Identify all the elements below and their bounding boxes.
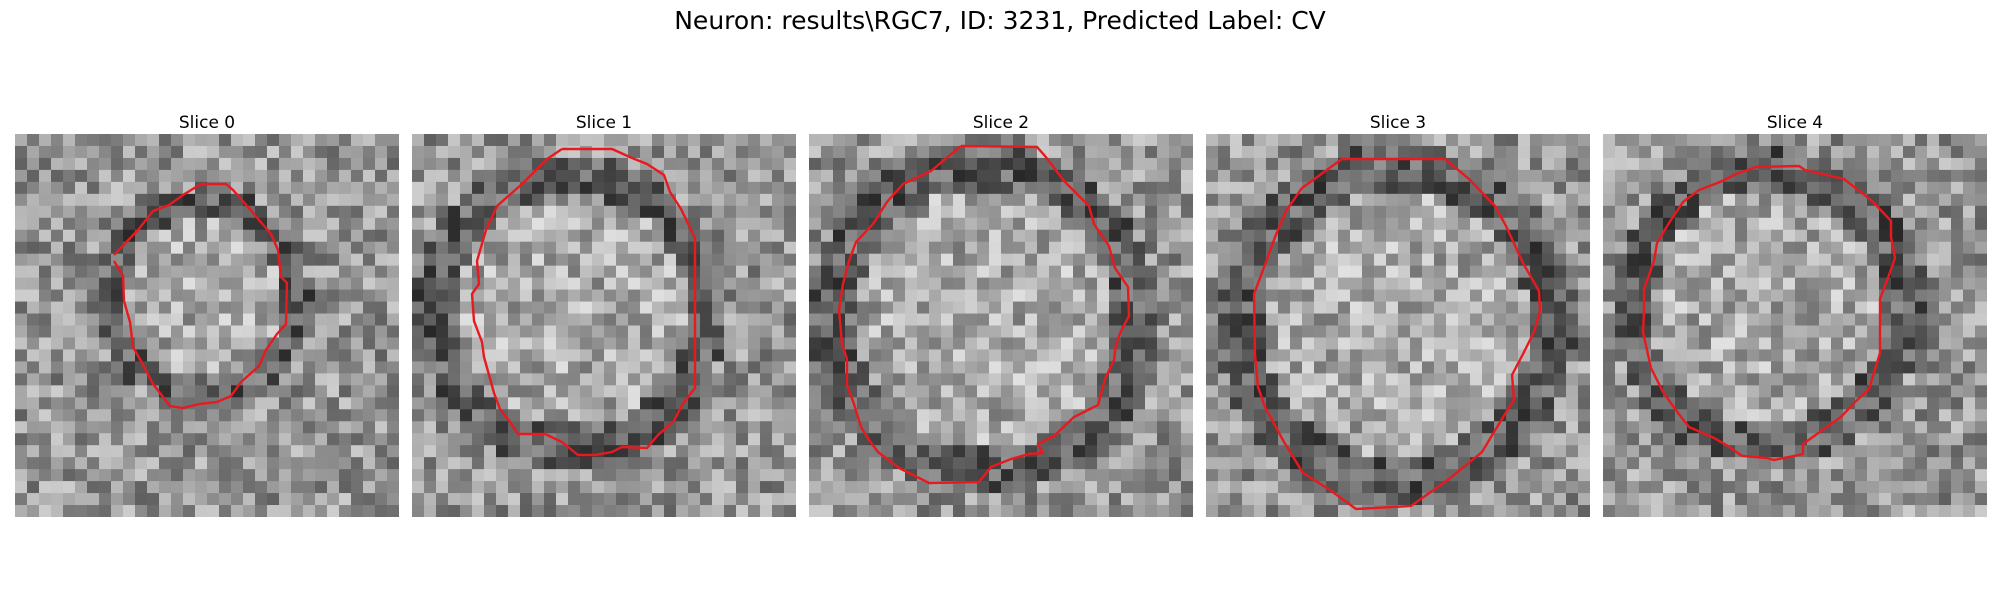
panel-title: Slice 1 [575,113,633,133]
panel-slice-2: Slice 2 [809,110,1193,517]
panel-slice-0: Slice 0 [15,110,399,517]
cell-contour [112,182,289,410]
slice-image [412,134,796,517]
cell-contour [1252,157,1542,511]
panel-slice-3: Slice 3 [1206,110,1590,517]
cell-contour [1641,164,1897,462]
slice-image [15,134,399,517]
cell-contour [837,144,1131,485]
panel-title: Slice 4 [1766,113,1824,133]
slice-image [1603,134,1987,517]
slice-image [809,134,1193,517]
panel-title: Slice 0 [178,113,236,133]
figure-title: Neuron: results\RGC7, ID: 3231, Predicte… [674,6,1326,35]
cell-contour [470,147,697,457]
panel-slice-4: Slice 4 [1603,110,1987,517]
panel-title: Slice 3 [1369,113,1427,133]
slice-image [1206,134,1590,517]
panel-title: Slice 2 [972,113,1030,133]
panel-slice-1: Slice 1 [412,110,796,517]
